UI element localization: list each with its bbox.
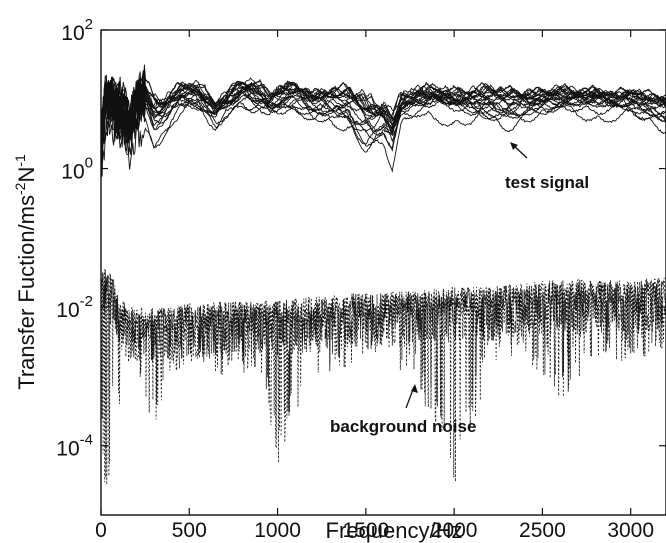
y-tick-base: 10 [61, 161, 84, 184]
plot-frame [100, 29, 666, 516]
y-axis-title: Transfer Fuction/ms-2N-1 [12, 154, 39, 390]
y-tick-label: 102 [61, 16, 93, 45]
y-axis-title-sup2: -1 [12, 154, 28, 167]
x-axis: 0 500 1000 1500 2000 2500 3000 [95, 30, 654, 542]
trace-group [100, 64, 666, 485]
y-tick-base: 10 [61, 22, 84, 45]
annotation-test-signal: test signal [505, 142, 589, 192]
series-test-signal-line [100, 74, 666, 148]
series-test-signal-line [100, 84, 666, 167]
x-tick-label: 0 [95, 519, 107, 542]
y-tick-label: 100 [61, 155, 93, 184]
annotation-background-noise: background noise [330, 384, 476, 436]
y-tick-exponent: -4 [80, 432, 93, 449]
x-tick-label: 500 [172, 519, 207, 542]
x-axis-title: Frequency/Hz [326, 518, 463, 543]
series-test-signal-line [100, 83, 666, 182]
annotation-label: background noise [330, 417, 476, 436]
y-tick-base: 10 [56, 299, 79, 322]
series-background-noise-line [100, 269, 666, 485]
y-axis-title-sup1: -2 [12, 182, 28, 195]
annotation-arrowhead [510, 142, 518, 150]
y-tick-base: 10 [56, 438, 79, 461]
x-tick-label: 3000 [607, 519, 654, 542]
y-tick-exponent: -2 [80, 293, 93, 310]
x-tick-label: 2500 [519, 519, 566, 542]
annotation-label: test signal [505, 173, 589, 192]
x-tick-label: 1500 [342, 519, 389, 542]
series-test-signal-line [100, 81, 666, 170]
y-axis-title-mid: N [14, 167, 39, 183]
x-tick-label: 2000 [431, 519, 478, 542]
series-background-noise-line [100, 275, 666, 482]
y-tick-label: 10-2 [56, 293, 93, 322]
series-test-signal-line [100, 80, 666, 179]
y-tick-exponent: 0 [85, 155, 93, 172]
y-tick-label: 10-4 [56, 432, 93, 461]
y-tick-exponent: 2 [85, 16, 93, 33]
y-axis-title-main: Transfer Fuction/ms [14, 195, 39, 390]
annotation-arrowhead [411, 384, 418, 393]
x-tick-label: 1000 [254, 519, 301, 542]
